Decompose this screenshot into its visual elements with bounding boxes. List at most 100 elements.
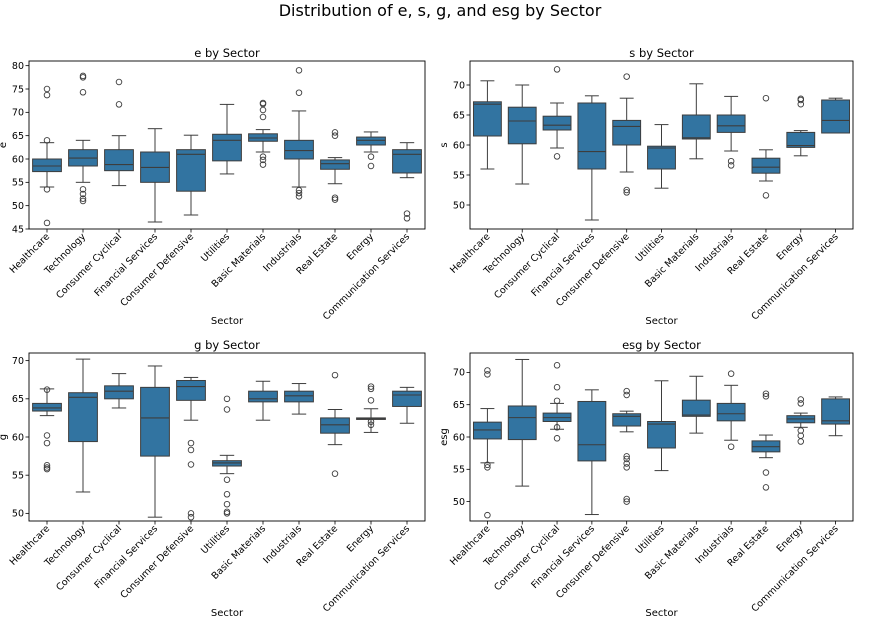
iqr-box [612,413,642,427]
box-energy [786,95,816,157]
box-healthcare [32,85,62,227]
box-basic-materials [248,380,278,421]
outlier-point [115,78,123,86]
x-axis-label: Sector [211,316,244,327]
y-tick-label: 50 [453,200,465,211]
outlier-point [553,153,561,160]
iqr-box [320,159,350,170]
outlier-point [762,192,770,199]
x-axis-label: Sector [211,608,244,619]
outlier-point [797,95,805,103]
box-basic-materials [681,83,711,160]
y-tick-label: 60 [453,140,465,151]
y-tick-label: 65 [453,110,465,121]
iqr-box [821,99,851,134]
outlier-point [367,421,375,429]
x-tick-label: Energy [345,231,377,263]
outlier-point [43,219,51,227]
box-industrials [716,370,746,450]
outlier-point [762,469,770,476]
y-tick-label: 65 [453,400,465,411]
outlier-point [367,385,375,393]
panel-esg-by-sector: esg by Sector5055606570esgHealthcareTech… [439,338,854,619]
box-consumer-cyclical [104,78,134,187]
iqr-box [472,421,502,440]
outlier-point [623,73,630,80]
box-real-estate [320,129,350,203]
y-tick-label: 70 [12,108,24,119]
box-consumer-cyclical [104,373,134,409]
iqr-box [716,402,746,422]
box-industrials [284,383,314,415]
box-consumer-defensive [612,73,642,196]
iqr-box [32,158,62,173]
outlier-point [367,162,375,170]
y-tick-label: 65 [12,131,24,142]
outlier-point [367,418,375,425]
iqr-box [320,417,350,434]
box-consumer-cyclical [542,362,572,442]
outlier-point [484,367,491,374]
x-tick-label: Consumer Cyclical [492,231,562,301]
box-utilities [212,395,242,517]
y-tick-label: 45 [12,224,24,235]
outlier-point [367,383,375,390]
iqr-box [392,149,422,174]
iqr-box [392,390,422,407]
iqr-box [356,136,386,146]
outlier-point [79,195,87,202]
iqr-box [577,102,607,170]
panel-title: s by Sector [629,46,694,60]
panel-title: e by Sector [194,46,260,60]
x-tick-label: Utilities [199,231,232,264]
box-utilities [212,103,242,175]
outlier-point [43,186,51,193]
box-communication-services [821,97,851,134]
outlier-point [223,406,231,413]
x-tick-label: Utilities [634,231,667,264]
x-axis-label: Sector [645,316,678,327]
box-technology [68,72,98,205]
panel-g-by-sector: g by Sector5055606570gHealthcareTechnolo… [0,338,426,619]
box-consumer-cyclical [542,66,572,160]
iqr-box [507,106,537,145]
outlier-point [79,72,87,80]
outlier-point [623,460,630,467]
y-tick-label: 75 [12,84,24,95]
y-tick-label: 60 [12,432,24,443]
outlier-point [623,387,630,395]
iqr-box [472,101,502,137]
outlier-point [553,424,561,431]
outlier-point [259,156,267,164]
y-tick-label: 50 [453,497,465,508]
outlier-point [43,464,51,471]
iqr-box [577,400,607,462]
outlier-point [259,106,267,114]
outlier-point [115,101,123,108]
box-communication-services [392,142,422,222]
outlier-point [187,439,195,447]
x-tick-label: Energy [775,231,807,263]
outlier-point [484,461,491,469]
y-axis-label: s [439,142,450,147]
outlier-point [331,470,339,477]
outlier-point [797,396,805,403]
figure-title: Distribution of e, s, g, and esg by Sect… [279,1,602,20]
iqr-box [176,379,206,401]
outlier-point [223,476,231,484]
x-tick-label: Financial Services [529,231,597,299]
outlier-point [623,464,630,471]
outlier-point [553,383,561,391]
y-tick-label: 70 [12,356,24,367]
x-tick-label: Financial Services [92,231,160,299]
iqr-box [647,420,676,449]
outlier-point [259,99,267,107]
iqr-box [248,390,278,403]
box-financial-services [577,95,607,221]
box-consumer-defensive [176,134,206,216]
iqr-box [751,157,781,174]
y-tick-label: 65 [12,394,24,405]
iqr-box [140,386,170,457]
iqr-box [212,133,242,162]
